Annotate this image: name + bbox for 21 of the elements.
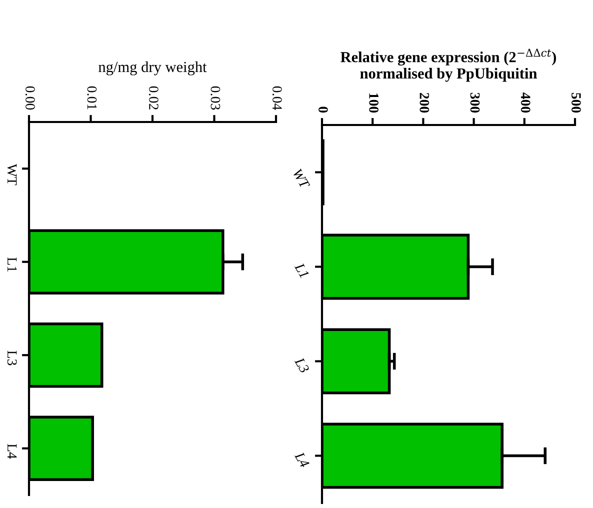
- x-tick-label: 400: [520, 92, 530, 113]
- y-tick-label: WT: [292, 168, 310, 190]
- y-tick-label: L4: [294, 451, 310, 468]
- x-tick-label: 0.02: [148, 86, 158, 110]
- x-tick-label: 500: [572, 92, 581, 113]
- x-tick-label: 0: [318, 106, 328, 113]
- x-tick-label: 0.01: [87, 86, 97, 110]
- x-tick-label: 0.04: [272, 86, 282, 110]
- x-tick-label: 100: [369, 93, 378, 113]
- x-axis-title: ng/mg dry weight: [98, 61, 207, 76]
- x-tick-label: 0.03: [210, 86, 220, 110]
- y-tick-label: L4: [8, 444, 17, 459]
- y-tick-label: L3: [294, 356, 310, 374]
- y-tick-label: L3: [7, 350, 17, 366]
- y-tick-label: WT: [7, 164, 17, 186]
- x-tick-label: 200: [420, 92, 430, 113]
- x-tick-label: 0.00: [25, 86, 35, 110]
- y-tick-label: L1: [8, 257, 17, 272]
- x-tick-label: 300: [470, 92, 480, 113]
- x-axis-title: Relative gene expression (2$^{−ΔΔct}$) normalised by PpUbiquitin: [340, 48, 556, 82]
- y-tick-label: L1: [294, 262, 310, 278]
